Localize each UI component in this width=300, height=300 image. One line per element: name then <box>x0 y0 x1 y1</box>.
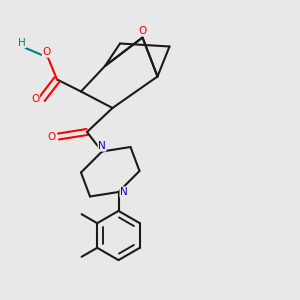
Text: H: H <box>18 38 26 48</box>
Text: O: O <box>48 131 56 142</box>
Text: O: O <box>42 47 51 57</box>
Text: O: O <box>138 26 147 36</box>
Text: O: O <box>31 94 40 104</box>
Text: N: N <box>98 141 106 151</box>
Text: N: N <box>120 187 128 197</box>
